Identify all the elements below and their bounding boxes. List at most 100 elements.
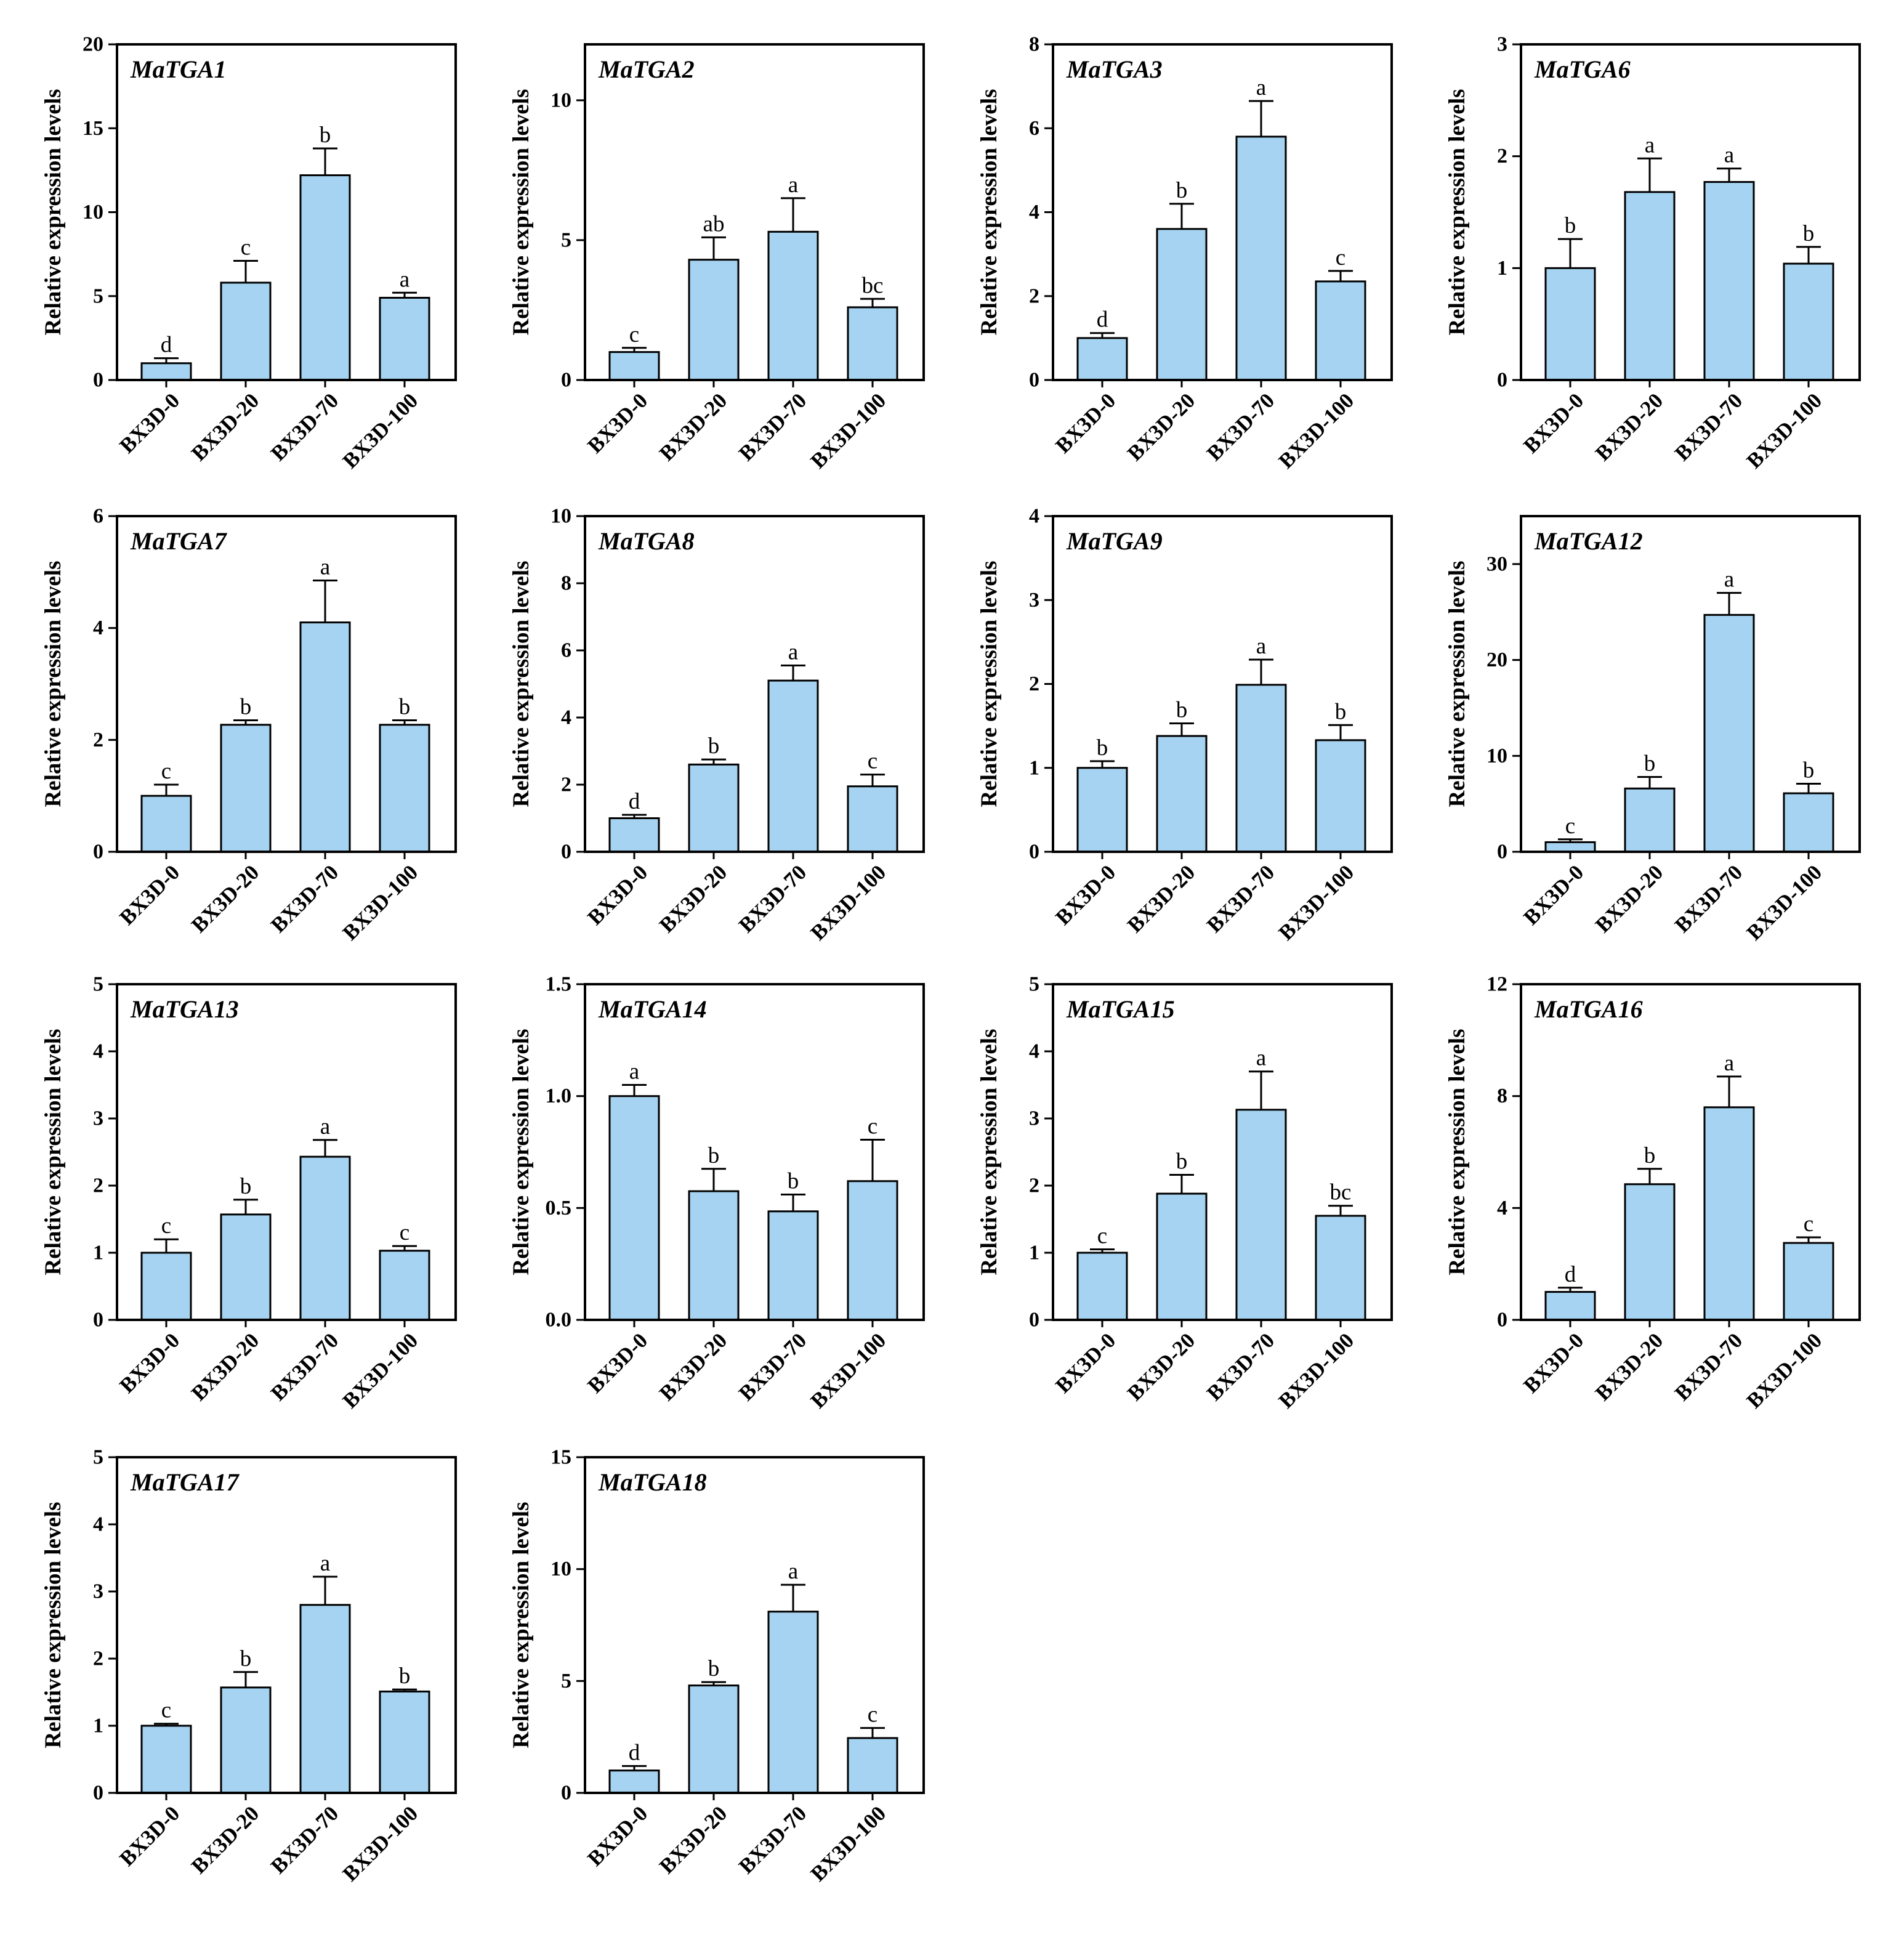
x-tick-label-3: BX3D-70: [734, 1802, 811, 1878]
x-tick-label-2: BX3D-20: [1123, 1328, 1200, 1405]
significance-letter-3: a: [1256, 1046, 1266, 1071]
significance-letter-3: a: [320, 1551, 330, 1576]
bar-1: [140, 362, 192, 381]
y-tick-label-5: 4: [1029, 505, 1039, 528]
significance-letter-2: b: [240, 1646, 252, 1672]
x-tick-label-4: BX3D-100: [1274, 1328, 1359, 1413]
bar-1: [1076, 337, 1128, 381]
significance-letter-4: bc: [862, 273, 884, 298]
y-axis-title: Relative expression levels: [41, 1502, 66, 1748]
y-tick-label-3: 10: [551, 89, 571, 111]
y-tick-label-4: 3: [93, 1580, 103, 1603]
x-tick-label-1: BX3D-0: [115, 1802, 185, 1871]
significance-letter-3: a: [788, 1559, 798, 1584]
bar-4: [847, 785, 898, 853]
x-tick-label-3: BX3D-70: [266, 860, 343, 937]
y-tick-label-2: 1: [93, 1242, 103, 1264]
y-tick-label-1: 0: [1497, 369, 1507, 392]
significance-letter-4: c: [1336, 245, 1345, 270]
x-tick-label-1: BX3D-0: [1051, 1328, 1121, 1398]
significance-letter-1: d: [1097, 307, 1108, 333]
chart-panel-matga6: b BX3D-0 a BX3D-20 a BX3D-70 b BX3D-100 0 1 2 3 Rela…: [1445, 33, 1861, 473]
y-tick-label-3: 2: [1029, 1175, 1039, 1197]
chart-panel-matga7: c BX3D-0 b BX3D-20 a BX3D-70 b BX3D-100 0 2 4 6 Rela…: [41, 505, 457, 945]
significance-letter-2: b: [708, 1656, 720, 1681]
chart-title: MaTGA13: [130, 995, 239, 1023]
y-tick-label-4: 6: [1029, 117, 1039, 140]
bar-3: [299, 1604, 351, 1794]
significance-letter-1: b: [1565, 213, 1576, 238]
bar-2: [688, 1190, 740, 1321]
x-tick-label-4: BX3D-100: [1274, 389, 1359, 474]
x-tick-label-2: BX3D-20: [187, 860, 264, 937]
x-tick-label-2: BX3D-20: [187, 389, 264, 466]
plot-frame: [1052, 983, 1393, 1321]
bar-2: [1156, 228, 1208, 381]
bar-2: [688, 763, 740, 853]
bar-4: [379, 724, 430, 853]
plot-frame: [584, 515, 925, 853]
y-tick-label-4: 6: [93, 505, 103, 528]
y-tick-label-3: 1.0: [546, 1085, 572, 1107]
chart-panel-matga3: d BX3D-0 b BX3D-20 a BX3D-70 c BX3D-100 0 2 4 6 8 Rel…: [977, 33, 1393, 474]
bar-1: [608, 351, 660, 381]
significance-letter-4: b: [1335, 699, 1347, 724]
significance-letter-1: c: [161, 759, 171, 784]
x-tick-label-3: BX3D-70: [734, 389, 811, 466]
bar-4: [1783, 792, 1834, 853]
y-axis-title: Relative expression levels: [1445, 560, 1470, 807]
y-tick-label-2: 5: [561, 1670, 571, 1692]
bar-4: [1783, 1242, 1834, 1321]
y-tick-label-3: 4: [561, 706, 571, 729]
x-tick-label-1: BX3D-0: [1519, 1328, 1589, 1398]
chart-panel-matga17: c BX3D-0 b BX3D-20 a BX3D-70 b BX3D-100 0 1 2 3 4 5 Re…: [41, 1446, 457, 1886]
y-tick-label-1: 0.0: [546, 1309, 572, 1332]
y-tick-label-1: 0: [93, 369, 103, 392]
significance-letter-3: a: [1724, 567, 1734, 592]
significance-letter-4: c: [868, 1702, 877, 1728]
y-tick-label-5: 8: [1029, 33, 1039, 56]
bar-4: [1783, 262, 1834, 381]
significance-letter-3: b: [320, 123, 331, 148]
y-tick-label-2: 2: [561, 774, 571, 796]
x-tick-label-2: BX3D-20: [655, 860, 732, 937]
y-tick-label-3: 4: [1029, 201, 1039, 224]
y-tick-label-5: 20: [83, 33, 103, 56]
x-tick-label-4: BX3D-100: [1742, 1328, 1827, 1413]
bar-1: [140, 1725, 192, 1794]
y-tick-label-4: 12: [1486, 973, 1507, 996]
y-tick-label-4: 15: [83, 117, 103, 140]
bar-3: [1703, 180, 1755, 381]
x-tick-label-3: BX3D-70: [1202, 389, 1279, 466]
chart-panel-matga14: a BX3D-0 b BX3D-20 b BX3D-70 c BX3D-100 0.0 0.5 1.…: [509, 973, 925, 1413]
significance-letter-2: b: [1176, 698, 1188, 723]
significance-letter-4: c: [868, 1114, 877, 1139]
y-tick-label-1: 0: [1029, 369, 1039, 392]
x-tick-label-2: BX3D-20: [1123, 389, 1200, 466]
bar-4: [1315, 739, 1366, 853]
bar-2: [1624, 787, 1676, 853]
y-tick-label-4: 3: [1029, 589, 1039, 612]
significance-letter-1: c: [161, 1213, 171, 1239]
bar-3: [299, 174, 351, 381]
bar-4: [847, 1180, 898, 1321]
chart-title: MaTGA9: [1066, 527, 1163, 555]
chart-title: MaTGA12: [1534, 527, 1643, 555]
bar-2: [220, 281, 272, 381]
chart-title: MaTGA18: [598, 1468, 707, 1496]
x-tick-label-4: BX3D-100: [806, 389, 891, 474]
y-tick-label-4: 1.5: [546, 973, 572, 996]
bar-4: [1315, 1215, 1366, 1321]
chart-panel-matga9: b BX3D-0 b BX3D-20 a BX3D-70 b BX3D-100 0 1 2 3 4 Rel…: [977, 505, 1393, 945]
significance-letter-2: b: [1644, 751, 1656, 777]
significance-letter-3: b: [788, 1169, 799, 1194]
significance-letter-4: b: [399, 695, 411, 720]
x-tick-label-2: BX3D-20: [655, 1802, 732, 1878]
x-tick-label-1: BX3D-0: [1519, 860, 1589, 930]
x-tick-label-3: BX3D-70: [1202, 1328, 1279, 1405]
bar-4: [379, 296, 430, 381]
significance-letter-3: a: [320, 554, 330, 580]
bar-3: [767, 1611, 819, 1794]
plot-frame: [116, 1456, 457, 1794]
y-tick-label-6: 5: [93, 973, 103, 996]
